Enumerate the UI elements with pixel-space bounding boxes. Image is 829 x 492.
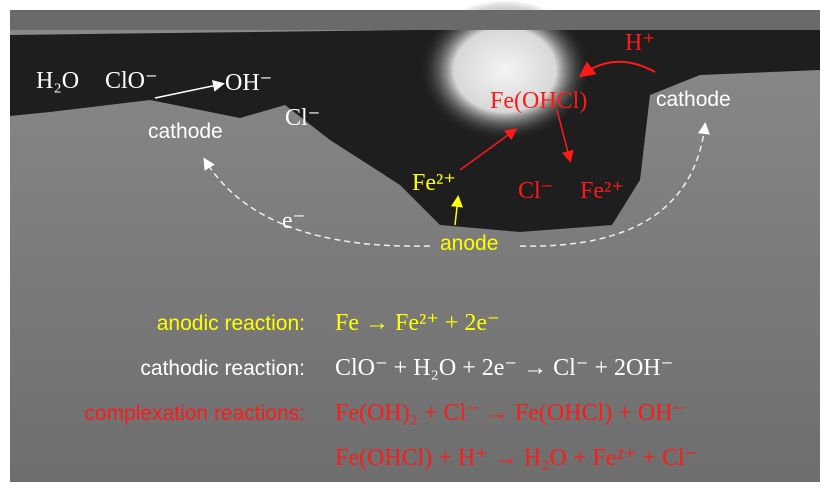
label: e⁻ xyxy=(282,208,305,234)
label: Cl⁻ xyxy=(285,105,320,131)
label: Cl⁻ xyxy=(518,178,553,204)
label: H⁺ xyxy=(625,30,655,56)
label: Fe²⁺ xyxy=(412,170,456,196)
equation: Fe → Fe²⁺ + 2e⁻ xyxy=(335,310,500,336)
label: ClO⁻ xyxy=(105,68,158,94)
label: Fe(OHCl) xyxy=(490,88,587,114)
top-band xyxy=(10,10,820,30)
figure: H₂O ClO⁻ OH⁻ Cl⁻ cathode H⁺ Fe(OHCl) cat… xyxy=(0,0,829,492)
label: H₂O xyxy=(36,68,79,94)
reaction-name: complexation reactions: xyxy=(84,402,305,425)
label: cathode xyxy=(148,120,223,143)
equation: Fe(OHCl) + H⁺ → H₂O + Fe²⁺ + Cl⁻ xyxy=(335,445,697,471)
label: anode xyxy=(440,232,498,255)
reaction-name: cathodic reaction: xyxy=(140,357,305,380)
reaction-name: anodic reaction: xyxy=(157,312,305,335)
label: cathode xyxy=(656,88,731,111)
equation: ClO⁻ + H₂O + 2e⁻ → Cl⁻ + 2OH⁻ xyxy=(335,355,673,381)
label: Fe²⁺ xyxy=(580,178,624,204)
equation: Fe(OH)₂ + Cl⁻ → Fe(OHCl) + OH⁻ xyxy=(335,400,685,426)
label: OH⁻ xyxy=(225,70,272,96)
